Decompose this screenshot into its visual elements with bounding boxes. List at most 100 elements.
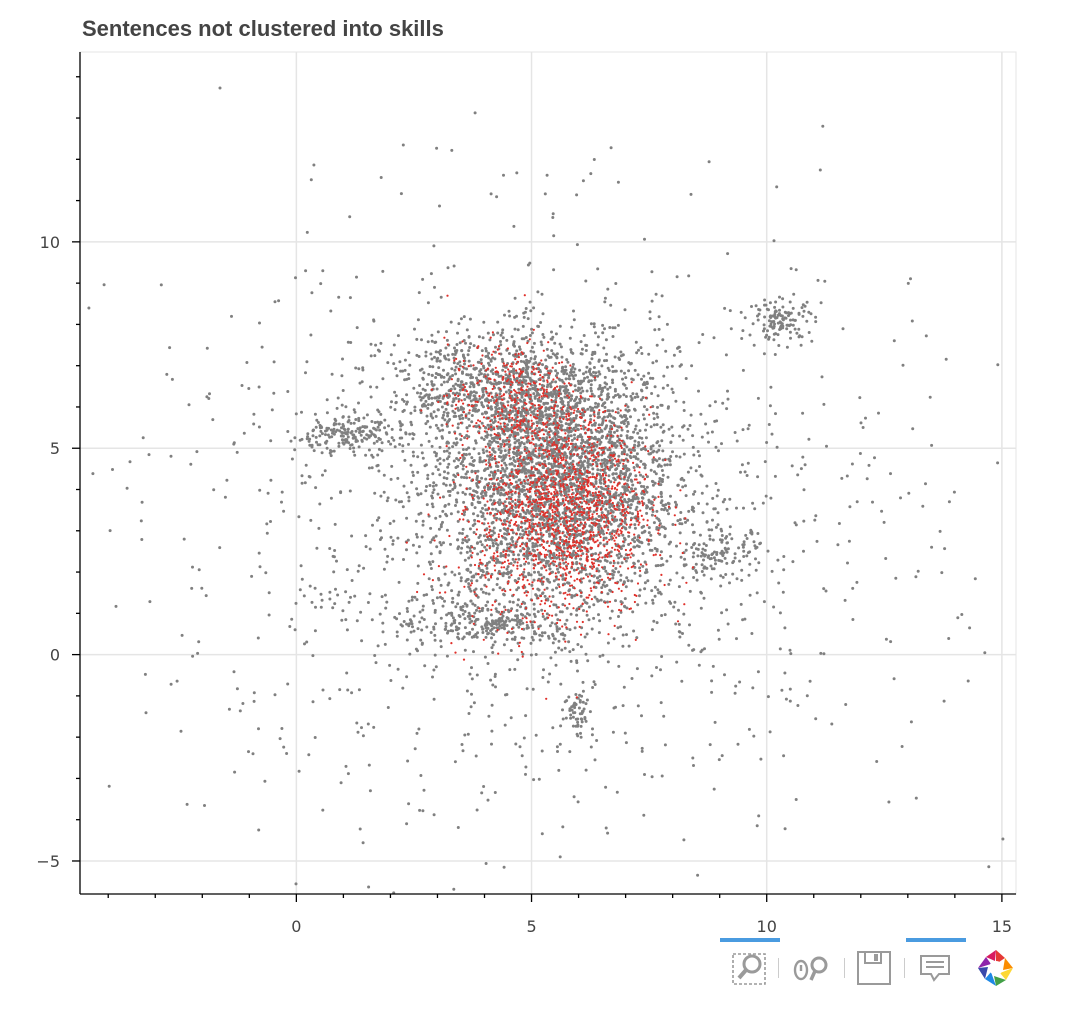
scatter-point — [660, 469, 664, 472]
scatter-point — [606, 366, 610, 370]
scatter-point — [782, 555, 786, 558]
scatter-point — [576, 427, 579, 431]
scatter-point — [636, 457, 640, 461]
scatter-point — [593, 595, 597, 599]
scatter-point — [719, 574, 723, 578]
scatter-point — [625, 486, 629, 490]
scatter-point — [588, 361, 592, 365]
scatter-point — [538, 412, 542, 415]
scatter-point — [570, 373, 574, 377]
scatter-point — [678, 455, 682, 459]
scatter-point — [495, 401, 499, 405]
scatter-point — [612, 561, 616, 565]
scatter-point — [557, 570, 560, 574]
scatter-point — [802, 519, 806, 523]
scatter-point — [636, 431, 640, 435]
scatter-point — [486, 600, 490, 604]
scatter-point — [465, 631, 469, 635]
scatter-point — [684, 548, 688, 552]
scatter-point — [468, 631, 472, 634]
scatter-point — [651, 495, 655, 499]
scatter-point — [545, 416, 549, 420]
scatter-point — [357, 367, 361, 371]
scatter-point — [509, 433, 513, 437]
scatter-point — [779, 327, 782, 330]
scatter-point — [501, 466, 504, 470]
scatter-point — [603, 296, 607, 300]
scatter-point — [407, 372, 411, 376]
scatter-point — [502, 454, 506, 458]
scatter-point — [579, 735, 583, 739]
scatter-point — [598, 551, 602, 555]
scatter-point — [660, 439, 664, 443]
scatter-point — [500, 626, 504, 630]
scatter-point — [598, 541, 602, 545]
scatter-point — [477, 501, 481, 505]
scatter-point — [740, 568, 744, 572]
scatter-point — [614, 599, 617, 603]
scatter-point — [647, 498, 651, 502]
scatter-point — [377, 436, 381, 440]
scatter-point — [321, 269, 325, 273]
scatter-point — [599, 478, 603, 482]
scatter-point — [563, 633, 567, 637]
scatter-point — [745, 554, 749, 558]
scatter-point — [699, 554, 703, 558]
scatter-point — [445, 330, 448, 334]
scatter-point — [577, 706, 581, 710]
scatter-point — [455, 391, 459, 395]
scatter-point — [509, 405, 513, 409]
scatter-point — [669, 455, 673, 458]
scatter-point — [605, 584, 609, 587]
scatter-point — [522, 570, 526, 574]
scatter-point — [581, 541, 585, 545]
scatter-point — [682, 409, 686, 412]
scatter-point — [576, 379, 580, 383]
scatter-point — [439, 583, 443, 587]
scatter-point — [431, 560, 435, 564]
scatter-point — [435, 596, 439, 600]
scatter-point — [565, 372, 569, 376]
scatter-point — [569, 434, 573, 438]
scatter-point — [524, 336, 528, 339]
scatter-point — [660, 499, 664, 503]
scatter-point — [499, 451, 503, 455]
scatter-point — [647, 542, 651, 546]
scatter-point — [682, 612, 686, 616]
scatter-point — [372, 426, 376, 430]
scatter-point — [589, 428, 593, 432]
scatter-point — [493, 419, 497, 423]
scatter-point — [481, 364, 485, 368]
scatter-point — [728, 497, 732, 501]
scatter-point — [640, 484, 643, 488]
scatter-point — [530, 623, 534, 627]
scatter-point — [608, 413, 611, 417]
scatter-point — [612, 416, 616, 420]
scatter-point — [581, 552, 585, 556]
scatter-point — [657, 517, 660, 521]
scatter-point — [573, 521, 577, 524]
scatter-point — [457, 398, 461, 401]
scatter-point — [264, 571, 268, 575]
scatter-point — [642, 417, 646, 421]
scatter-point — [577, 473, 581, 477]
scatter-point — [518, 532, 522, 536]
scatter-point — [659, 483, 663, 487]
scatter-point — [620, 561, 624, 565]
scatter-point — [510, 618, 514, 622]
scatter-point — [417, 545, 421, 549]
scatter-point — [627, 468, 631, 472]
scatter-point — [571, 715, 575, 719]
scatter-point — [531, 544, 535, 548]
scatter-point — [472, 390, 476, 394]
scatter-point — [453, 573, 457, 577]
scatter-point — [472, 385, 476, 389]
scatter-point — [397, 580, 401, 584]
scatter-point — [391, 557, 395, 561]
scatter-point — [543, 502, 547, 506]
scatter-point — [441, 509, 445, 513]
scatter-point — [737, 546, 741, 550]
scatter-point — [484, 347, 488, 350]
scatter-point — [634, 424, 638, 428]
